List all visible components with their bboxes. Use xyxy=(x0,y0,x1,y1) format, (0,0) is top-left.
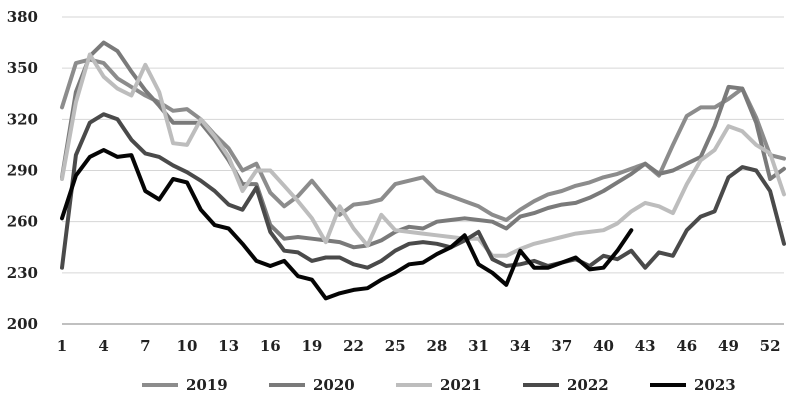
series-lines xyxy=(60,40,786,301)
x-tick-label: 10 xyxy=(177,337,198,355)
series-line-2021 xyxy=(60,52,786,258)
x-tick-label: 4 xyxy=(98,337,108,355)
y-axis-ticks: 200 230 260 290 320 350 380 xyxy=(7,8,38,333)
x-tick-label: 34 xyxy=(510,337,531,355)
y-tick-label: 320 xyxy=(7,110,38,128)
x-tick-label: 16 xyxy=(260,337,281,355)
x-tick-label: 7 xyxy=(140,337,150,355)
legend-label-2021: 2021 xyxy=(440,376,482,394)
x-tick-label: 31 xyxy=(468,337,489,355)
x-tick-label: 49 xyxy=(718,337,739,355)
x-tick-label: 43 xyxy=(635,337,656,355)
series-line-2019 xyxy=(60,57,786,222)
x-tick-label: 13 xyxy=(218,337,239,355)
x-tick-label: 25 xyxy=(385,337,406,355)
y-tick-label: 380 xyxy=(7,8,38,26)
x-tick-label: 40 xyxy=(593,337,614,355)
y-tick-label: 350 xyxy=(7,59,38,77)
series-line-2020 xyxy=(60,40,786,250)
y-tick-label: 230 xyxy=(7,264,38,282)
x-tick-label: 28 xyxy=(426,337,447,355)
legend-label-2023: 2023 xyxy=(694,376,736,394)
series-line-2023 xyxy=(60,148,634,301)
x-tick-label: 19 xyxy=(301,337,322,355)
x-tick-label: 37 xyxy=(551,337,572,355)
x-tick-label: 52 xyxy=(760,337,781,355)
legend: 2019 2020 2021 2022 2023 xyxy=(142,376,736,394)
y-tick-label: 200 xyxy=(7,315,38,333)
x-tick-label: 46 xyxy=(676,337,697,355)
y-tick-label: 260 xyxy=(7,213,38,231)
series-line-2022 xyxy=(60,112,786,270)
legend-label-2019: 2019 xyxy=(186,376,228,394)
x-axis-ticks: 1 4 7 10 13 16 19 22 25 28 31 34 37 40 43 46 49 52 xyxy=(57,337,781,355)
x-tick-label: 22 xyxy=(343,337,364,355)
y-tick-label: 290 xyxy=(7,162,38,180)
x-tick-label: 1 xyxy=(57,337,67,355)
legend-label-2020: 2020 xyxy=(313,376,355,394)
legend-label-2022: 2022 xyxy=(567,376,609,394)
